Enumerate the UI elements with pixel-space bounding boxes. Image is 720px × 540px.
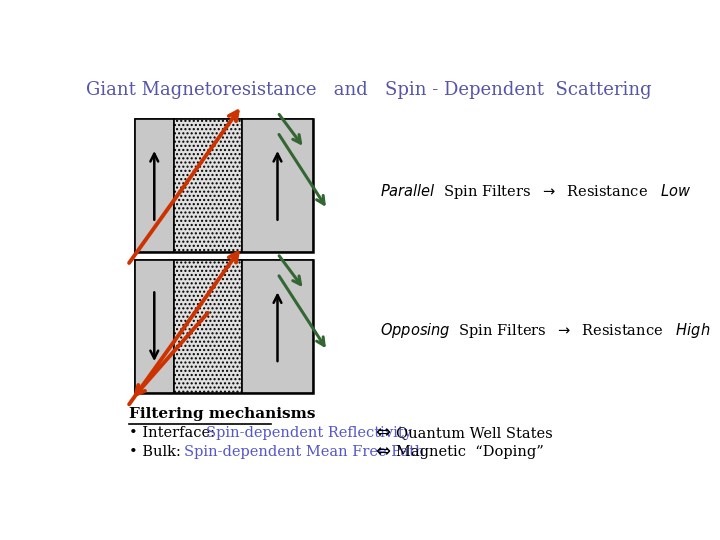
Text: Giant Magnetoresistance   and   Spin - Dependent  Scattering: Giant Magnetoresistance and Spin - Depen… bbox=[86, 82, 652, 99]
Text: • Bulk:: • Bulk: bbox=[129, 446, 190, 460]
Text: Magnetic  “Doping”: Magnetic “Doping” bbox=[396, 446, 544, 460]
Text: Quantum Well States: Quantum Well States bbox=[396, 426, 552, 440]
Bar bbox=[242, 260, 313, 393]
Bar bbox=[135, 119, 313, 252]
Bar bbox=[135, 260, 174, 393]
Bar bbox=[135, 119, 174, 252]
Bar bbox=[242, 119, 313, 252]
Text: $\mathit{Opposing}$  Spin Filters  $\rightarrow$  Resistance   $\mathit{High}$: $\mathit{Opposing}$ Spin Filters $\right… bbox=[380, 321, 711, 340]
Text: Spin-dependent Mean Free Path: Spin-dependent Mean Free Path bbox=[184, 446, 424, 460]
Text: Spin-dependent Reflectivity: Spin-dependent Reflectivity bbox=[206, 426, 412, 440]
Text: • Interface:: • Interface: bbox=[129, 426, 225, 440]
Bar bbox=[174, 260, 242, 393]
Bar bbox=[135, 260, 313, 393]
Text: ⇔: ⇔ bbox=[375, 424, 390, 442]
Text: Filtering mechanisms: Filtering mechanisms bbox=[129, 407, 315, 421]
Text: ⇔: ⇔ bbox=[375, 443, 390, 461]
Text: $\mathit{Parallel}$  Spin Filters  $\rightarrow$  Resistance   $\mathit{Low}$: $\mathit{Parallel}$ Spin Filters $\right… bbox=[380, 182, 692, 201]
Bar bbox=[174, 119, 242, 252]
